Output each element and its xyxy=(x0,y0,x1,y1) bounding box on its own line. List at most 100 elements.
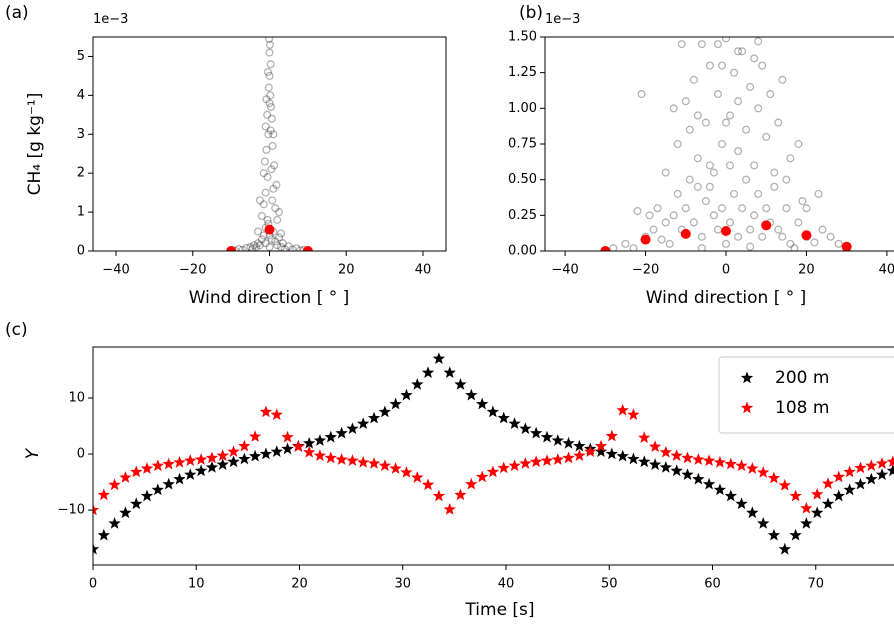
scatter-point xyxy=(263,173,272,182)
scatter-point xyxy=(729,189,739,198)
scatter-point xyxy=(778,75,787,84)
star-point xyxy=(194,464,208,477)
scatter-point xyxy=(721,118,731,127)
scatter-point xyxy=(259,169,268,178)
scatter-point xyxy=(259,231,268,240)
star-point xyxy=(346,454,359,467)
star-point xyxy=(205,460,219,473)
y-tick-label: 0.25 xyxy=(508,208,537,223)
y-tick-label: 5 xyxy=(77,49,85,64)
star-point xyxy=(303,445,316,458)
scatter-point xyxy=(693,111,702,120)
scatter-point xyxy=(754,37,763,46)
star-point xyxy=(227,445,240,458)
scatter-point xyxy=(637,90,646,99)
star-point xyxy=(670,449,683,461)
y-tick-label: 1.25 xyxy=(508,65,537,80)
offset-text: 1e−3 xyxy=(545,12,580,27)
x-tick-label: 40 xyxy=(415,263,432,278)
scatter-point xyxy=(273,215,282,224)
scatter-point xyxy=(717,61,727,70)
star-point xyxy=(357,417,370,430)
star-point xyxy=(681,451,694,464)
scatter-point xyxy=(265,48,274,57)
legend-label: 200 m xyxy=(775,368,829,388)
scatter-point xyxy=(697,232,706,241)
scatter-point xyxy=(778,232,787,241)
star-point xyxy=(238,439,251,452)
y-tick-label: 2 xyxy=(77,166,85,181)
scatter-point xyxy=(238,245,247,251)
scatter-point xyxy=(693,182,702,191)
star-point xyxy=(584,445,597,458)
scatter-point xyxy=(734,47,743,56)
scatter-point xyxy=(226,246,237,251)
x-tick-label: 50 xyxy=(601,577,618,592)
scatter-point xyxy=(261,188,270,197)
scatter-point xyxy=(266,91,275,100)
star-point xyxy=(638,431,651,444)
y-tick-label: 1 xyxy=(77,205,85,220)
star-point xyxy=(432,352,446,365)
scatter-point xyxy=(709,211,718,220)
y-tick-label: 0.50 xyxy=(508,172,537,187)
scatter-point xyxy=(600,246,611,251)
scatter-point xyxy=(681,204,690,213)
y-tick-label: 3 xyxy=(77,127,85,142)
star-point xyxy=(886,464,894,477)
scatter-point xyxy=(721,37,731,43)
scatter-point xyxy=(713,40,723,49)
star-point xyxy=(119,471,132,483)
star-point xyxy=(605,429,619,442)
scatter-point xyxy=(653,204,662,213)
scatter-point xyxy=(267,114,276,123)
scatter-point xyxy=(268,141,277,150)
star-point xyxy=(638,455,651,468)
star-point xyxy=(702,477,716,490)
scatter-point xyxy=(265,99,274,108)
scatter-point xyxy=(742,125,751,134)
scatter-point xyxy=(734,97,743,106)
x-tick-label: −20 xyxy=(632,263,659,278)
scatter-point xyxy=(798,197,807,206)
star-point xyxy=(865,459,878,472)
scatter-point xyxy=(786,154,795,163)
scatter-point xyxy=(633,207,642,216)
x-tick-label: 30 xyxy=(394,577,411,592)
star-point xyxy=(497,461,510,474)
star-point xyxy=(692,453,705,465)
scatter-point xyxy=(262,95,271,104)
scatter-point xyxy=(267,165,276,174)
scatter-point xyxy=(818,225,827,234)
x-tick-label: 10 xyxy=(188,577,205,592)
legend-marker xyxy=(740,401,754,414)
scatter-point xyxy=(717,139,727,149)
scatter-point xyxy=(801,230,812,241)
scatter-point xyxy=(713,90,723,99)
scatter-point xyxy=(770,182,779,191)
star-point xyxy=(767,471,781,484)
star-point xyxy=(562,436,575,449)
scatter-point xyxy=(261,239,270,248)
scatter-point xyxy=(257,211,266,221)
star-point xyxy=(486,465,500,478)
x-tick-label: 40 xyxy=(879,263,894,278)
star-point xyxy=(789,489,802,502)
y-tick-label: 0 xyxy=(77,447,85,462)
star-point xyxy=(767,528,781,541)
scatter-point xyxy=(669,104,678,113)
scatter-point xyxy=(657,235,666,244)
y-tick-label: 0 xyxy=(77,244,85,259)
x-tick-label: 0 xyxy=(89,577,97,592)
star-point xyxy=(508,459,521,472)
star-point xyxy=(389,397,402,410)
star-point xyxy=(411,471,424,483)
star-point xyxy=(259,447,273,460)
star-point xyxy=(173,472,186,485)
x-tick-label: 60 xyxy=(704,577,721,592)
scatter-point xyxy=(265,40,274,49)
scatter-point xyxy=(609,244,618,251)
star-point xyxy=(421,478,435,491)
offset-text: 1e−3 xyxy=(93,12,128,27)
scatter-point xyxy=(754,104,763,113)
